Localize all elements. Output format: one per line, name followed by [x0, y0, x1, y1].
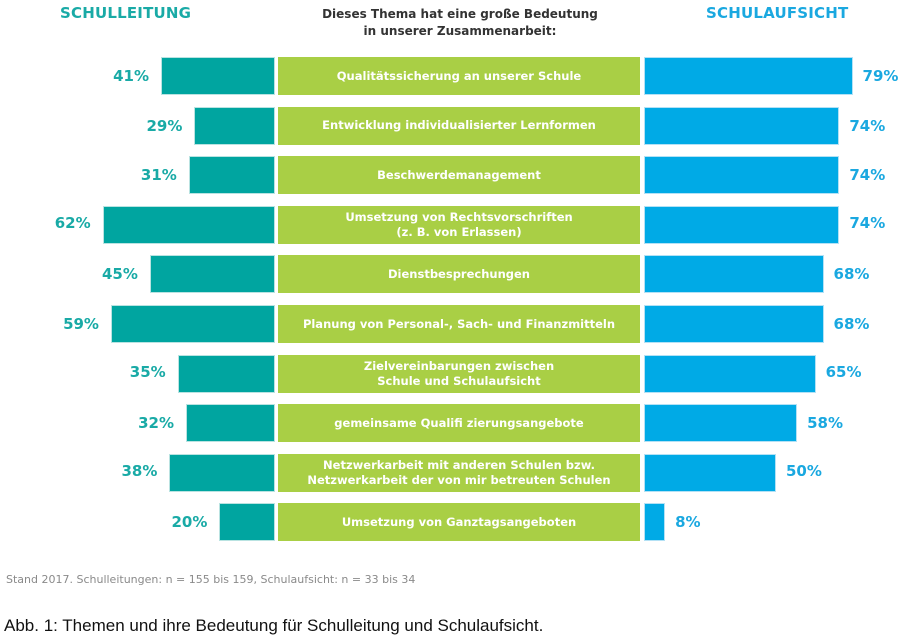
category-label: Umsetzung von Rechtsvorschriften (z. B. … [278, 205, 640, 244]
chart-title: Dieses Thema hat eine große Bedeutung in… [300, 6, 620, 40]
value-label-schulleitung: 29% [146, 116, 183, 135]
chart-row: 35% Zielvereinbarungen zwischen Schule un… [0, 354, 911, 393]
value-label-schulaufsicht: 65% [825, 362, 862, 381]
bar-schulaufsicht [644, 354, 816, 393]
category-label: Umsetzung von Ganztagsangeboten [278, 503, 640, 542]
bar-schulleitung [188, 156, 275, 195]
bar-schulaufsicht [644, 503, 666, 542]
chart-row: 45% Dienstbesprechungen 68% [0, 255, 911, 294]
chart-row: 62% Umsetzung von Rechtsvorschriften (z. … [0, 205, 911, 244]
value-label-schulaufsicht: 8% [675, 513, 701, 532]
footnote: Stand 2017. Schulleitungen: n = 155 bis … [6, 573, 416, 586]
bar-schulleitung [161, 57, 275, 95]
value-label-schulaufsicht: 50% [786, 461, 822, 480]
bar-schulleitung [110, 305, 275, 343]
category-label: Zielvereinbarungen zwischen Schule und S… [278, 354, 640, 393]
value-label-schulaufsicht: 74% [849, 166, 886, 185]
category-label: gemeinsame Qualifi zierungsangebote [278, 404, 640, 443]
legend-schulleitung: SCHULLEITUNG [60, 4, 192, 22]
category-label: Dienstbesprechungen [278, 255, 640, 294]
bar-schulleitung [186, 404, 275, 443]
bar-schulleitung [177, 354, 275, 393]
bar-schulleitung [102, 205, 275, 244]
value-label-schulleitung: 45% [101, 265, 138, 284]
category-label: Entwicklung individualisierter Lernforme… [278, 106, 640, 145]
bar-schulaufsicht [644, 305, 824, 343]
category-label: Planung von Personal-, Sach- und Finanzm… [278, 305, 640, 343]
chart-row: 41% Qualitätssicherung an unserer Schule 7… [0, 57, 911, 95]
value-label-schulleitung: 35% [129, 362, 166, 381]
value-label-schulleitung: 38% [121, 461, 158, 480]
value-label-schulleitung: 59% [63, 315, 99, 333]
bar-schulleitung [219, 503, 275, 542]
value-label-schulleitung: 41% [113, 67, 150, 85]
category-label: Beschwerdemanagement [278, 156, 640, 195]
value-label-schulleitung: 62% [54, 213, 91, 232]
chart-row: 31% Beschwerdemanagement 74% [0, 156, 911, 195]
value-label-schulleitung: 31% [140, 166, 177, 185]
value-label-schulaufsicht: 68% [833, 315, 870, 333]
value-label-schulaufsicht: 58% [807, 414, 844, 433]
value-label-schulaufsicht: 74% [849, 213, 886, 232]
value-label-schulaufsicht: 74% [849, 116, 886, 135]
category-label: Netzwerkarbeit mit anderen Schulen bzw. … [278, 453, 640, 492]
bar-schulaufsicht [644, 57, 853, 95]
diverging-bar-chart: SCHULLEITUNG Dieses Thema hat eine große… [0, 4, 911, 542]
bar-schulaufsicht [644, 255, 824, 294]
chart-row: 38% Netzwerkarbeit mit anderen Schulen bz… [0, 453, 911, 492]
bar-schulleitung [149, 255, 275, 294]
value-label-schulleitung: 20% [171, 513, 208, 532]
chart-title-text: Dieses Thema hat eine große Bedeutung in… [322, 7, 598, 38]
bar-schulaufsicht [644, 404, 798, 443]
figure-caption: Abb. 1: Themen und ihre Bedeutung für Sc… [4, 616, 544, 635]
bar-schulaufsicht [644, 453, 776, 492]
value-label-schulaufsicht: 79% [862, 67, 899, 85]
chart-row: 59% Planung von Personal-, Sach- und Fina… [0, 305, 911, 343]
bar-schulleitung [169, 453, 275, 492]
value-label-schulleitung: 32% [138, 414, 175, 433]
bar-schulaufsicht [644, 106, 840, 145]
bar-schulaufsicht [644, 156, 840, 195]
bar-schulleitung [194, 106, 275, 145]
chart-row: 20% Umsetzung von Ganztagsangeboten 8% [0, 503, 911, 542]
chart-row: 29% Entwicklung individualisierter Lernfo… [0, 106, 911, 145]
value-label-schulaufsicht: 68% [833, 265, 870, 284]
bar-schulaufsicht [644, 205, 840, 244]
chart-row: 32% gemeinsame Qualifi zierungsangebote 58… [0, 404, 911, 443]
category-label: Qualitätssicherung an unserer Schule [278, 57, 640, 95]
legend-schulaufsicht: SCHULAUFSICHT [706, 4, 849, 22]
